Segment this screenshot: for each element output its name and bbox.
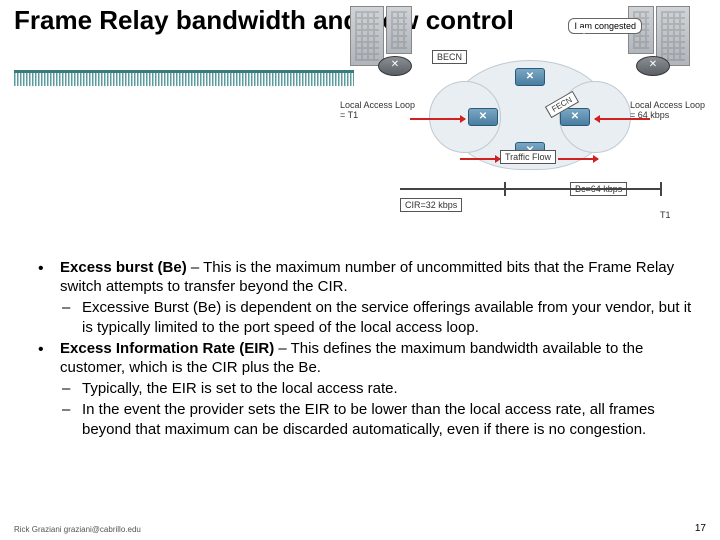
footer-author: Rick Graziani graziani@cabrillo.edu (14, 525, 141, 534)
cir-label: CIR=32 kbps (400, 198, 462, 212)
bullet-item: Excess Information Rate (EIR) – This def… (38, 339, 692, 377)
building-left2-icon (386, 6, 412, 54)
switch-right-icon: ✕ (560, 108, 590, 126)
bullet-item: Excess burst (Be) – This is the maximum … (38, 258, 692, 296)
switch-left-icon: ✕ (468, 108, 498, 126)
speech-text: I am congested (574, 21, 636, 31)
frame-relay-diagram: ✕ ✕ I am congested BECN ✕ ✕ ✕ ✕ FECN Tra… (340, 0, 710, 230)
arrow-flow-left-icon (460, 158, 500, 160)
body-content: Excess burst (Be) – This is the maximum … (38, 258, 692, 441)
page-number: 17 (695, 523, 706, 534)
bullet-lead-bold: Excess burst (Be) (60, 259, 191, 276)
title-underline (14, 70, 354, 86)
building-left-icon (350, 6, 384, 66)
tick1 (504, 182, 506, 196)
t1-label: T1 (660, 210, 671, 220)
sub-bullet-item: In the event the provider sets the EIR t… (38, 400, 692, 438)
bullet-lead-bold: Excess Information Rate (EIR) (60, 340, 278, 357)
traffic-flow-label: Traffic Flow (500, 150, 556, 164)
sub-bullet-item: Excessive Burst (Be) is dependent on the… (38, 298, 692, 336)
arrow-flow-right-icon (558, 158, 598, 160)
local-loop-left: Local Access Loop = T1 (340, 100, 420, 120)
speech-bubble: I am congested (568, 18, 642, 34)
router-right-icon: ✕ (636, 56, 670, 76)
tick2 (660, 182, 662, 196)
switch-top-icon: ✕ (515, 68, 545, 86)
cloud-icon: ✕ ✕ ✕ ✕ FECN Traffic Flow (450, 60, 610, 170)
timeline-bar (400, 188, 660, 190)
local-loop-right: Local Access Loop = 64 kbps (630, 100, 720, 120)
router-left-icon: ✕ (378, 56, 412, 76)
sub-bullet-item: Typically, the EIR is set to the local a… (38, 379, 692, 398)
